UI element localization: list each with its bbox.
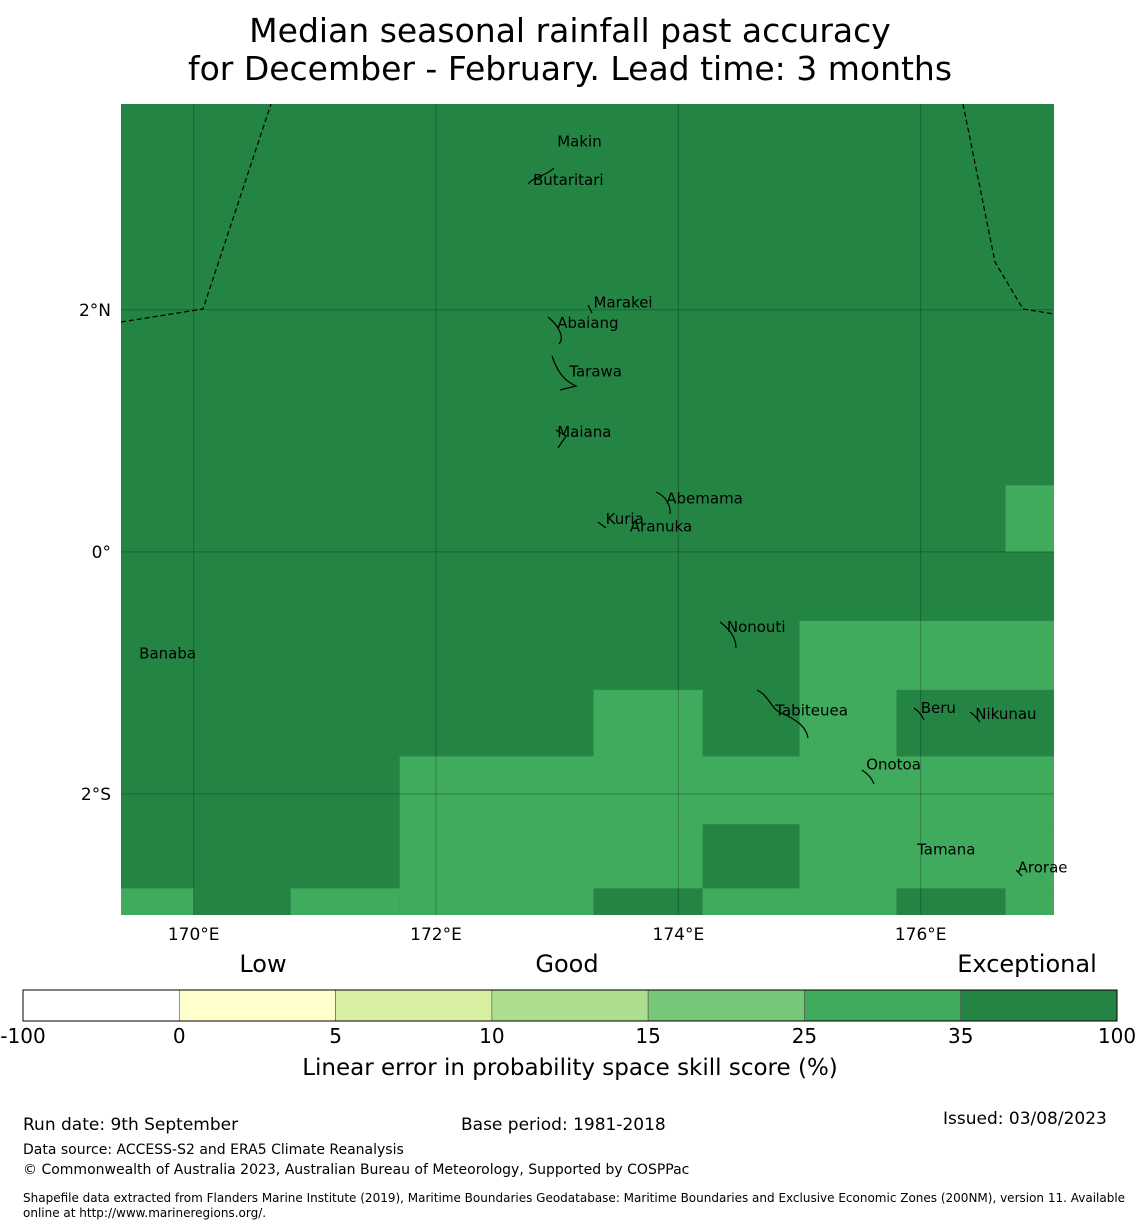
skill-cell <box>399 756 800 825</box>
colorbar-tick-label: 0 <box>173 1024 186 1048</box>
island-label: Tabiteuea <box>774 701 848 719</box>
colorbar-bin <box>491 989 649 1022</box>
island-coastline <box>597 521 607 529</box>
lat-tick-label: 2°S <box>81 785 111 805</box>
skill-cell <box>399 888 594 915</box>
colorbar-bin <box>647 989 805 1022</box>
skill-cell <box>399 824 703 889</box>
island-label: Makin <box>557 132 602 150</box>
island-label: Abaiang <box>557 314 618 332</box>
shapefile-credit-line2: online at http://www.marineregions.org/. <box>23 1206 267 1220</box>
colorbar-label: Linear error in probability space skill … <box>302 1055 838 1081</box>
skill-cell <box>799 689 897 757</box>
colorbar-category-label: Good <box>535 950 598 978</box>
colorbar-frame <box>22 989 1118 1022</box>
colorbar-tick-label: 35 <box>948 1024 973 1048</box>
colorbar-tick-label: 10 <box>479 1024 504 1048</box>
colorbar-tick-label: 100 <box>1098 1024 1136 1048</box>
run-date: Run date: 9th September <box>23 1115 239 1135</box>
lon-tick-label: 174°E <box>653 925 705 945</box>
colorbar-tick-label: 15 <box>635 1024 660 1048</box>
island-label: Butaritari <box>533 171 604 189</box>
colorbar-tick-label: 5 <box>329 1024 342 1048</box>
colorbar-tick-label: 25 <box>792 1024 817 1048</box>
island-coastline <box>551 355 578 391</box>
skill-cell <box>593 689 703 757</box>
skill-cell <box>290 888 400 915</box>
skill-cell <box>1005 888 1054 915</box>
island-label: Tarawa <box>568 362 622 380</box>
colorbar-category-label: Exceptional <box>957 950 1097 978</box>
issued-date: Issued: 03/08/2023 <box>943 1109 1107 1129</box>
colorbar-tick-label: -100 <box>0 1024 45 1048</box>
colorbar-bin <box>178 989 336 1022</box>
skill-cell <box>702 888 897 915</box>
colorbar-category-label: Low <box>239 950 286 978</box>
island-coastline <box>861 769 875 785</box>
data-source: Data source: ACCESS-S2 and ERA5 Climate … <box>23 1142 404 1158</box>
island-label: Kuria <box>606 510 644 528</box>
island-label: Tamana <box>916 840 975 858</box>
lon-tick-label: 176°E <box>895 925 947 945</box>
shapefile-credit-line1: Shapefile data extracted from Flanders M… <box>23 1191 1126 1205</box>
island-label: Maiana <box>557 423 611 441</box>
island-coastline <box>969 711 981 723</box>
skill-cell <box>1005 485 1054 552</box>
island-label: Nikunau <box>975 705 1036 723</box>
eez-boundary-east <box>962 103 1055 315</box>
island-coastline <box>913 707 925 721</box>
island-coastline <box>555 429 567 449</box>
island-label: Banaba <box>139 644 196 662</box>
lon-tick-label: 172°E <box>410 925 462 945</box>
island-coastline <box>587 304 593 314</box>
colorbar: -100 0 5 10 15 25 35 100 Low Good Exceptional <box>0 950 1136 1048</box>
island-label: Aranuka <box>630 517 692 535</box>
chart-title-line1: Median seasonal rainfall past accuracy <box>249 11 891 50</box>
island-coastline <box>527 167 555 185</box>
island-coastline <box>756 689 809 739</box>
skill-cell <box>799 756 1054 825</box>
eez-boundary-west <box>120 103 272 323</box>
island-label: Arorae <box>1018 859 1068 877</box>
skill-cell <box>121 888 194 915</box>
island-label: Abemama <box>666 489 743 507</box>
island-coastline <box>655 491 671 515</box>
island-label: Onotoa <box>866 756 921 774</box>
shapefile-credit: Shapefile data extracted from Flanders M… <box>23 1191 1140 1221</box>
island-label: Marakei <box>594 293 653 311</box>
lat-tick-label: 2°N <box>79 301 111 321</box>
island-coastline <box>719 621 737 649</box>
island-label: Nonouti <box>727 618 786 636</box>
island-label: Beru <box>921 699 956 717</box>
colorbar-bin <box>960 989 1118 1022</box>
island-coastline <box>1015 869 1023 877</box>
chart-title-line2: for December - February. Lead time: 3 mo… <box>187 49 953 88</box>
map-panel: 170°E 172°E 174°E 176°E 2°N 0° 2°S Makin Butarit… <box>79 103 1068 945</box>
colorbar-bin <box>804 989 962 1022</box>
colorbar-bin <box>22 989 180 1022</box>
colorbar-bin <box>335 989 493 1022</box>
lon-tick-label: 170°E <box>168 925 220 945</box>
base-period: Base period: 1981-2018 <box>461 1115 666 1135</box>
skill-cell <box>799 824 1054 889</box>
skill-cell <box>799 620 1054 690</box>
copyright: © Commonwealth of Australia 2023, Austra… <box>23 1162 690 1178</box>
island-coastline <box>547 316 562 345</box>
lat-tick-label: 0° <box>92 543 111 563</box>
